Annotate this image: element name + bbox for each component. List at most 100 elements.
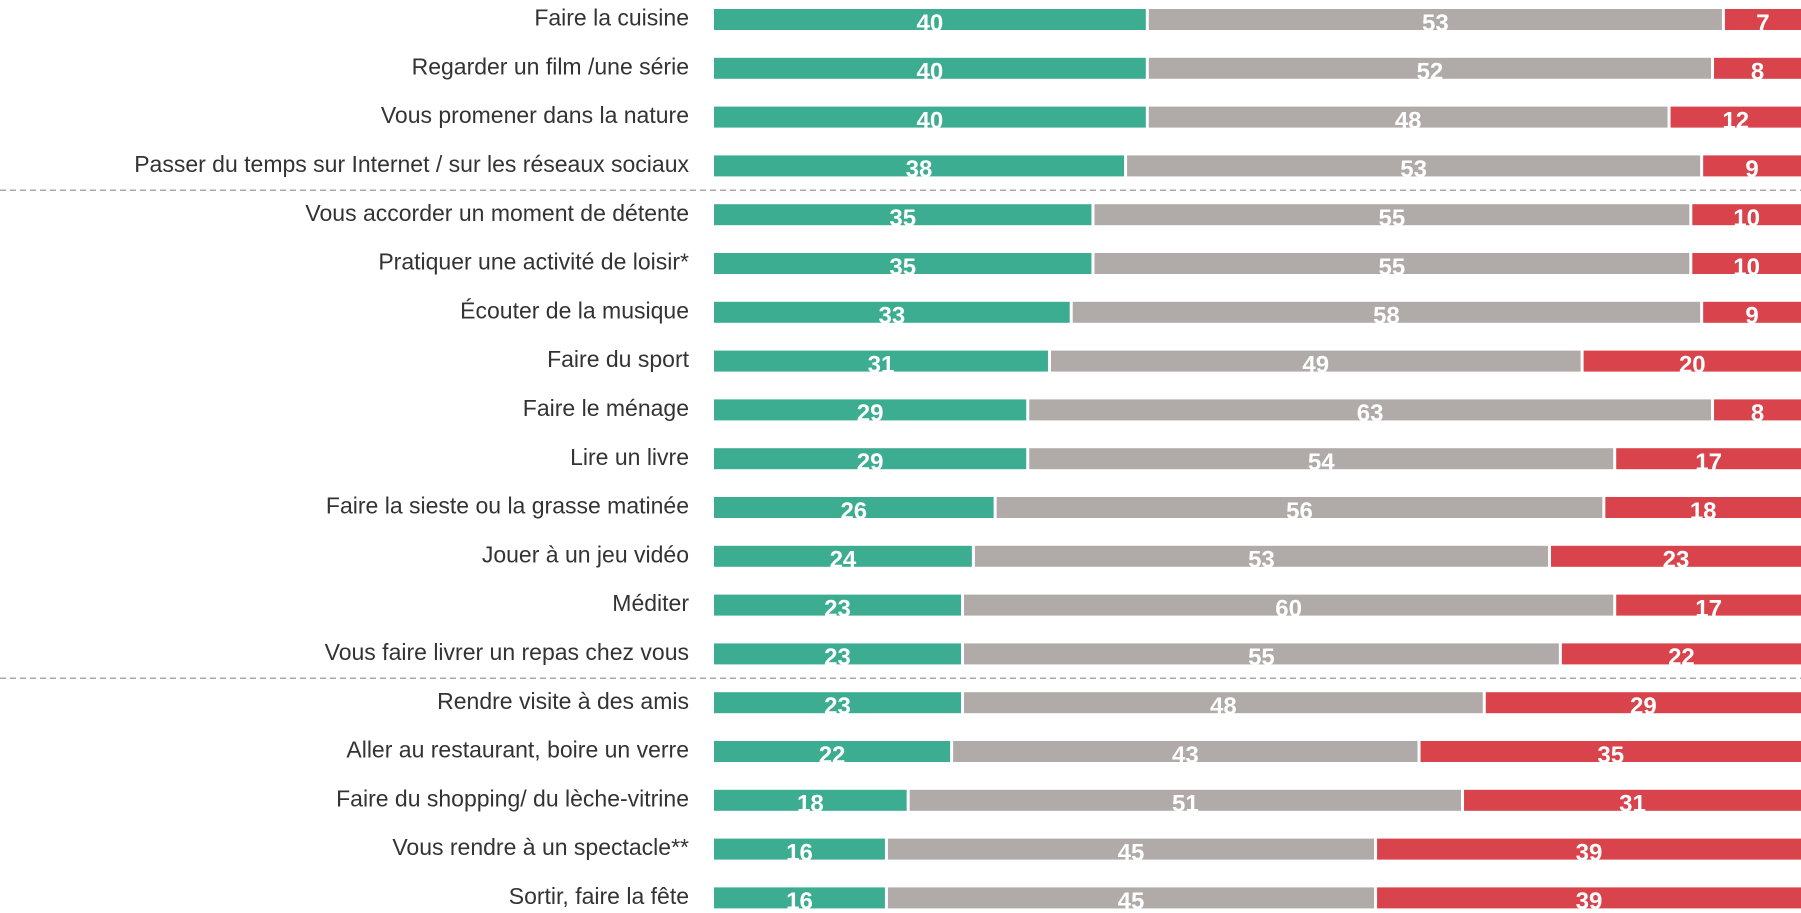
category-label: Aller au restaurant, boire un verre bbox=[346, 737, 689, 763]
bar-segment bbox=[1377, 838, 1801, 860]
value-label: 51 bbox=[1172, 791, 1199, 818]
value-label: 29 bbox=[857, 400, 884, 427]
category-label: Faire la cuisine bbox=[534, 5, 689, 31]
value-label: 8 bbox=[1751, 400, 1764, 427]
category-label: Lire un livre bbox=[570, 444, 689, 470]
value-label: 45 bbox=[1118, 888, 1145, 913]
value-label: 29 bbox=[1630, 693, 1657, 720]
bar-segment bbox=[1072, 301, 1701, 323]
value-label: 31 bbox=[1619, 791, 1646, 818]
bar-segment bbox=[1148, 57, 1712, 79]
bar-segment bbox=[1127, 155, 1701, 177]
category-label: Regarder un film /une série bbox=[412, 53, 689, 79]
bar-segment bbox=[1550, 545, 1801, 567]
value-label: 18 bbox=[1690, 498, 1717, 525]
value-label: 33 bbox=[879, 303, 906, 330]
value-label: 63 bbox=[1357, 400, 1384, 427]
value-label: 35 bbox=[1597, 742, 1624, 769]
category-label: Vous rendre à un spectacle** bbox=[392, 834, 689, 860]
value-label: 22 bbox=[1668, 644, 1695, 671]
bar-segment bbox=[714, 9, 1146, 30]
category-label: Faire du sport bbox=[547, 346, 690, 372]
value-label: 49 bbox=[1302, 351, 1329, 378]
bar-segment bbox=[964, 643, 1559, 665]
value-label: 29 bbox=[857, 449, 884, 476]
value-label: 10 bbox=[1733, 254, 1760, 281]
value-label: 16 bbox=[786, 839, 813, 866]
bar-segment bbox=[1050, 350, 1581, 372]
value-label: 56 bbox=[1286, 498, 1313, 525]
bar-segment bbox=[1703, 301, 1801, 323]
value-label: 55 bbox=[1248, 644, 1275, 671]
bar-segment bbox=[714, 399, 1027, 421]
bar-segment bbox=[1485, 692, 1801, 714]
value-label: 23 bbox=[824, 693, 851, 720]
bar-segment bbox=[1692, 253, 1801, 274]
category-label: Rendre visite à des amis bbox=[437, 688, 689, 714]
bar-segment bbox=[1377, 887, 1801, 909]
category-label: Pratiquer une activité de loisir* bbox=[378, 249, 689, 275]
category-label: Sortir, faire la fête bbox=[509, 883, 689, 909]
bar-segment bbox=[714, 497, 994, 518]
bar-segment bbox=[714, 253, 1092, 274]
bar-segment bbox=[909, 789, 1462, 811]
bar-segment bbox=[1148, 9, 1722, 30]
bar-segment bbox=[1616, 594, 1801, 616]
bar-segment bbox=[1605, 497, 1801, 518]
value-label: 38 bbox=[906, 156, 933, 183]
bar-segment bbox=[974, 545, 1548, 567]
category-label: Vous faire livrer un repas chez vous bbox=[325, 639, 689, 665]
value-label: 58 bbox=[1373, 303, 1400, 330]
value-label: 26 bbox=[840, 498, 867, 525]
bar-segment bbox=[714, 692, 962, 714]
bar-segment bbox=[964, 594, 1614, 616]
bar-segment bbox=[714, 741, 951, 762]
bar-segment bbox=[996, 497, 1603, 518]
value-label: 18 bbox=[797, 791, 824, 818]
value-label: 52 bbox=[1417, 59, 1444, 86]
value-label: 12 bbox=[1722, 107, 1749, 134]
bar-segment bbox=[1561, 643, 1801, 665]
value-label: 35 bbox=[889, 254, 916, 281]
value-label: 40 bbox=[917, 107, 944, 134]
category-label: Jouer à un jeu vidéo bbox=[482, 541, 689, 567]
value-label: 48 bbox=[1210, 693, 1237, 720]
bar-segment bbox=[714, 789, 907, 811]
bar-segment bbox=[887, 838, 1375, 860]
value-label: 54 bbox=[1308, 449, 1335, 476]
bar-segment bbox=[714, 350, 1048, 372]
value-label: 20 bbox=[1679, 351, 1706, 378]
value-label: 24 bbox=[830, 547, 857, 574]
value-label: 23 bbox=[1663, 547, 1690, 574]
bar-segment bbox=[1692, 204, 1801, 226]
category-label: Passer du temps sur Internet / sur les r… bbox=[134, 151, 689, 177]
value-label: 53 bbox=[1248, 547, 1275, 574]
category-label: Vous accorder un moment de détente bbox=[305, 200, 689, 226]
bar-segment bbox=[1714, 399, 1801, 421]
value-label: 55 bbox=[1379, 254, 1406, 281]
bar-segment bbox=[714, 155, 1125, 177]
value-label: 45 bbox=[1118, 839, 1145, 866]
bar-segment bbox=[1148, 106, 1668, 128]
bar-segment bbox=[1724, 9, 1801, 30]
value-label: 17 bbox=[1695, 595, 1722, 622]
value-label: 48 bbox=[1395, 107, 1422, 134]
value-label: 40 bbox=[917, 10, 944, 37]
category-label: Faire la sieste ou la grasse matinée bbox=[326, 493, 689, 519]
bar-segment bbox=[964, 692, 1483, 714]
bar-segment bbox=[1670, 106, 1801, 128]
bar-segment bbox=[1420, 741, 1801, 762]
bar-segment bbox=[714, 838, 885, 860]
bar-segment bbox=[714, 643, 962, 665]
value-label: 43 bbox=[1172, 742, 1199, 769]
value-label: 60 bbox=[1275, 595, 1302, 622]
bar-segment bbox=[887, 887, 1375, 909]
value-label: 9 bbox=[1745, 156, 1758, 183]
bar-segment bbox=[1703, 155, 1801, 177]
value-label: 53 bbox=[1422, 10, 1449, 37]
value-label: 55 bbox=[1379, 205, 1406, 232]
value-label: 22 bbox=[819, 742, 846, 769]
bar-segment bbox=[1029, 448, 1614, 470]
value-label: 39 bbox=[1576, 888, 1603, 913]
